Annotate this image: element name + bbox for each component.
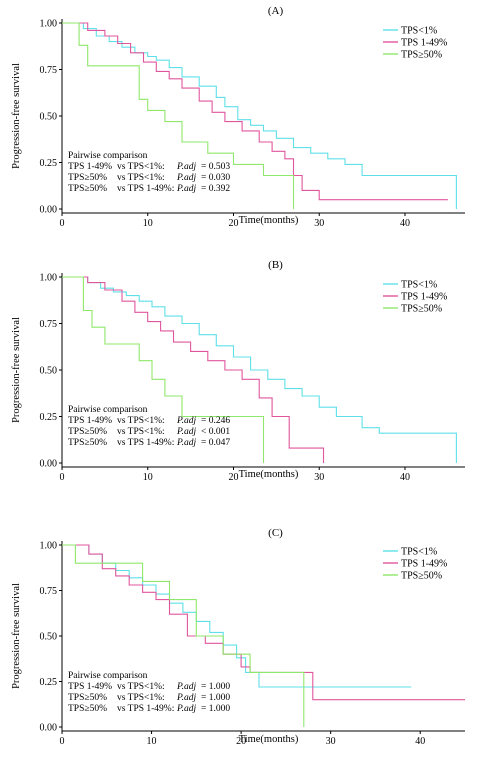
chart-panel-3: (C) 0.00 0.25 0.50 0.75 1.00 0 10 20 30 40 Time(mon… [11,527,465,747]
x-tick-label: 0 [60,472,65,483]
panel-title: (B) [268,259,283,271]
km-curve-tps-1-49 [62,22,448,201]
pairwise-group-b: vs TPS 1-49%: [117,704,174,714]
pairwise-p-value: = 0.047 [201,438,230,448]
km-curve-tps-1-49 [62,544,465,701]
pairwise-group-b: vs TPS<1%: [117,416,165,426]
pairwise-group-b: vs TPS<1%: [117,162,165,172]
x-tick-label: 10 [147,736,157,747]
y-tick-label: 0.25 [40,677,58,688]
legend-label: TPS≥50% [401,50,442,61]
pairwise-p-label: P.adj [176,416,196,426]
x-tick-label: 0 [60,736,65,747]
pairwise-p-value: = 0.503 [201,162,230,172]
pairwise-group-a: TPS 1-49% [68,162,112,172]
legend-label: TPS≥50% [401,304,442,315]
y-tick-label: 0.25 [40,412,58,423]
legend-label: TPS<1% [401,280,437,291]
x-tick-label: 40 [400,218,410,229]
x-tick-label: 30 [314,472,324,483]
km-curve-tps-ge50 [62,276,265,463]
y-tick-label: 0.75 [40,65,58,76]
legend-label: TPS≥50% [401,571,442,582]
pairwise-group-b: vs TPS 1-49%: [117,184,174,194]
pairwise-group-a: TPS 1-49% [68,416,112,426]
pairwise-group-b: vs TPS 1-49%: [117,438,174,448]
x-tick-label: 0 [60,218,65,229]
legend-label: TPS 1-49% [401,559,447,570]
x-tick-label: 20 [228,472,238,483]
x-tick-label: 10 [143,472,153,483]
pairwise-group-a: TPS 1-49% [68,682,112,692]
y-axis-label: Progression-free survival [11,63,22,169]
x-axis-label: Time(months) [239,469,299,480]
y-tick-label: 1.00 [40,273,58,284]
pairwise-p-label: P.adj [176,427,196,437]
pairwise-p-label: P.adj [176,162,196,172]
legend-label: TPS<1% [401,26,437,37]
pairwise-group-a: TPS≥50% [68,173,107,183]
x-tick-label: 10 [143,218,153,229]
y-tick-label: 0.50 [40,632,58,643]
y-axis-label: Progression-free survival [11,583,22,689]
km-curve-tps-lt1 [62,544,412,688]
pairwise-group-b: vs TPS<1%: [117,682,165,692]
x-tick-label: 20 [228,218,238,229]
y-tick-label: 0.00 [40,459,58,470]
legend-label: TPS<1% [401,547,437,558]
x-tick-label: 20 [236,736,246,747]
pairwise-p-label: P.adj [176,704,196,714]
pairwise-group-a: TPS≥50% [68,427,107,437]
pairwise-group-a: TPS≥50% [68,184,107,194]
km-curve-tps-ge50 [62,544,305,727]
chart-panel-1: (A) 0.00 0.25 0.50 0.75 1.00 0 10 20 30 40 Time(mon… [11,5,465,229]
pairwise-p-value: = 1.000 [201,682,230,692]
pairwise-p-label: P.adj [176,184,196,194]
y-tick-label: 1.00 [40,19,58,30]
km-curve-tps-1-49 [62,276,325,463]
pairwise-p-value: = 1.000 [201,693,230,703]
x-tick-label: 40 [415,736,425,747]
pairwise-heading: Pairwise comparison [68,151,148,161]
pairwise-p-label: P.adj [176,438,196,448]
pairwise-group-a: TPS≥50% [68,704,107,714]
pairwise-p-value: = 0.246 [201,416,230,426]
pairwise-group-a: TPS≥50% [68,438,107,448]
x-tick-label: 40 [400,472,410,483]
y-tick-label: 0.75 [40,586,58,597]
legend-label: TPS 1-49% [401,38,447,49]
y-tick-label: 0.00 [40,723,58,734]
pairwise-p-label: P.adj [176,682,196,692]
legend-label: TPS 1-49% [401,292,447,303]
y-tick-label: 0.00 [40,205,58,216]
pairwise-p-label: P.adj [176,693,196,703]
x-axis-label: Time(months) [239,734,299,745]
y-axis-label: Progression-free survival [11,317,22,423]
y-tick-label: 1.00 [40,541,58,552]
panel-title: (A) [268,5,284,17]
pairwise-p-value: = 0.392 [201,184,230,194]
y-tick-label: 0.50 [40,366,58,377]
pairwise-group-b: vs TPS<1%: [117,427,165,437]
pairwise-group-b: vs TPS<1%: [117,693,165,703]
km-curve-tps-ge50 [62,22,295,209]
y-tick-label: 0.25 [40,158,58,169]
pairwise-p-label: P.adj [176,173,196,183]
x-axis-label: Time(months) [239,215,299,226]
pairwise-p-value: = 1.000 [201,704,230,714]
pairwise-group-b: vs TPS<1%: [117,173,165,183]
y-tick-label: 0.50 [40,112,58,123]
x-tick-label: 30 [326,736,336,747]
x-tick-label: 30 [314,218,324,229]
y-tick-label: 0.75 [40,319,58,330]
pairwise-p-value: < 0.001 [201,427,230,437]
pairwise-heading: Pairwise comparison [68,405,148,415]
pairwise-heading: Pairwise comparison [68,671,148,681]
chart-panel-2: (B) 0.00 0.25 0.50 0.75 1.00 0 10 20 30 40 Time(mon… [11,259,465,483]
panel-title: (C) [268,527,283,539]
pairwise-p-value: = 0.030 [201,173,230,183]
pairwise-group-a: TPS≥50% [68,693,107,703]
